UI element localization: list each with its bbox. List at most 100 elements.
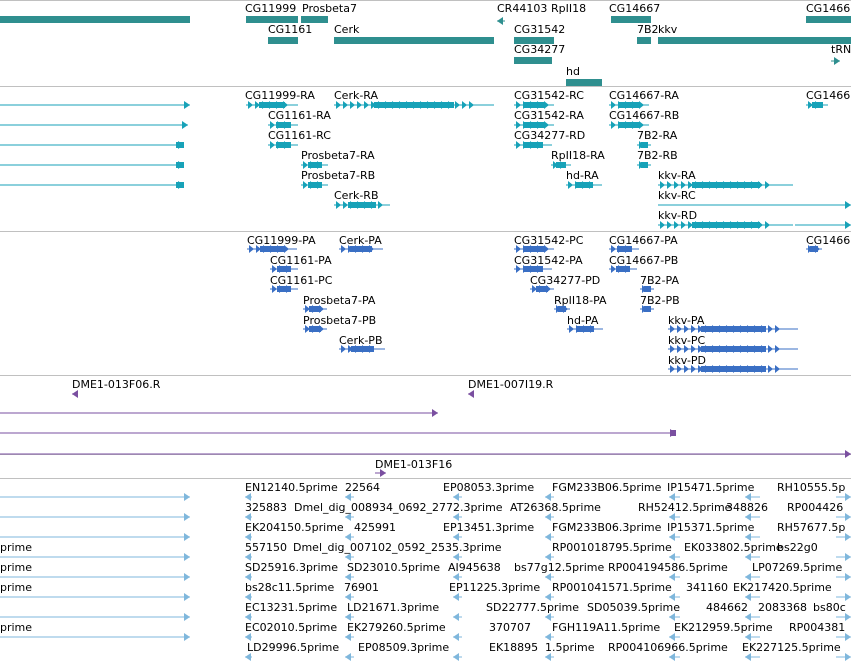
protein-feature[interactable] [530, 284, 556, 294]
ests-feature-label[interactable]: LD21671.3prime [347, 601, 440, 614]
est-feature[interactable] [835, 612, 851, 622]
clone-feature[interactable] [0, 449, 851, 459]
genes-feature-label[interactable]: Cerk [334, 23, 360, 36]
gene-feature[interactable] [301, 16, 328, 23]
genes-feature-label[interactable]: kkv [658, 23, 678, 36]
protein-feature[interactable] [303, 324, 329, 334]
transcripts-feature-label[interactable]: Cerk-RB [334, 189, 379, 202]
est-feature[interactable] [544, 632, 555, 642]
est-feature[interactable] [0, 492, 191, 502]
ests-feature-label[interactable]: 341160 [686, 581, 728, 594]
ests-feature-label[interactable]: IP15371.5prime [667, 521, 755, 534]
transcript-feature[interactable] [658, 180, 795, 190]
ests-feature-label[interactable]: 370707 [489, 621, 531, 634]
gene-feature[interactable] [830, 56, 841, 66]
transcripts-feature-label[interactable]: CG14667-RA [609, 89, 679, 102]
ests-feature-label[interactable]: RH52412.5prime [638, 501, 732, 514]
ests-feature-label[interactable]: EK033802.5prime [684, 541, 783, 554]
est-feature[interactable] [452, 492, 463, 502]
transcript-feature[interactable] [637, 160, 653, 170]
ests-feature-label[interactable]: EP13451.3prime [443, 521, 535, 534]
est-feature[interactable] [744, 632, 761, 642]
genes-feature-label[interactable]: tRN [831, 43, 851, 56]
est-feature[interactable] [344, 652, 355, 662]
est-feature[interactable] [344, 512, 355, 522]
est-feature[interactable] [544, 572, 555, 582]
est-feature[interactable] [344, 492, 355, 502]
genes-feature-label[interactable]: CG11999 [245, 2, 297, 15]
est-feature[interactable] [452, 652, 463, 662]
transcript-feature[interactable] [268, 120, 300, 130]
ests-feature-label[interactable]: EP11225.3prime [449, 581, 541, 594]
transcripts-feature-label[interactable]: kkv-RC [658, 189, 696, 202]
transcripts-feature-label[interactable]: CG11999-RA [245, 89, 315, 102]
est-feature[interactable] [668, 652, 681, 662]
transcripts-feature-label[interactable]: RpII18-RA [551, 149, 605, 162]
transcript-feature[interactable] [0, 180, 185, 190]
ests-feature-label[interactable]: SD22777.5prime [486, 601, 579, 614]
ests-feature-label[interactable]: EN12140.5prime [245, 481, 338, 494]
transcripts-feature-label[interactable]: 7B2-RB [637, 149, 678, 162]
transcript-feature[interactable] [301, 180, 330, 190]
ests-feature-label[interactable]: LD29996.5prime [247, 641, 340, 654]
est-feature[interactable] [668, 492, 681, 502]
transcripts-feature-label[interactable]: kkv-RD [658, 209, 698, 222]
genes-feature-label[interactable]: CG34277 [514, 43, 566, 56]
transcript-feature[interactable] [268, 140, 300, 150]
ests-feature-label[interactable]: 2083368 [758, 601, 807, 614]
gene-feature[interactable] [246, 16, 298, 23]
est-feature[interactable] [244, 652, 253, 662]
proteins-feature-label[interactable]: CG1466 [806, 234, 851, 247]
ests-feature-label[interactable]: Dmel_dig_008934_0692_2772.3prime [294, 501, 503, 514]
transcript-feature[interactable] [806, 100, 830, 110]
protein-feature[interactable] [270, 284, 300, 294]
gene-feature[interactable] [806, 16, 851, 23]
ests-feature-label[interactable]: bs22g0 [777, 541, 818, 554]
est-feature[interactable] [544, 612, 555, 622]
est-feature[interactable] [344, 632, 355, 642]
proteins-feature-label[interactable]: CG14667-PA [609, 234, 678, 247]
ests-feature-label[interactable]: EK212959.5prime [674, 621, 773, 634]
ests-feature-label[interactable]: 484662 [706, 601, 748, 614]
transcript-feature[interactable] [514, 140, 554, 150]
ests-feature-label[interactable]: 76901 [344, 581, 379, 594]
transcripts-feature-label[interactable]: kkv-RA [658, 169, 696, 182]
protein-feature[interactable] [567, 324, 605, 334]
est-feature[interactable] [668, 572, 681, 582]
transcripts-feature-label[interactable]: CG1466 [806, 89, 851, 102]
proteins-feature-label[interactable]: CG1161-PA [270, 254, 332, 267]
genes-feature-label[interactable]: RpII18 [551, 2, 587, 15]
ests-feature-label[interactable]: 22564 [345, 481, 380, 494]
genes-feature-label[interactable]: hd [566, 65, 580, 78]
proteins-feature-label[interactable]: 7B2-PB [640, 294, 680, 307]
est-feature[interactable] [244, 512, 253, 522]
ests-feature-label[interactable]: RP004106966.5prime [608, 641, 728, 654]
protein-feature[interactable] [303, 304, 329, 314]
est-feature[interactable] [344, 592, 355, 602]
transcripts-feature-label[interactable]: CG31542-RC [514, 89, 584, 102]
proteins-feature-label[interactable]: kkv-PC [668, 334, 706, 347]
ests-feature-label[interactable]: bs28c11.5prime [245, 581, 335, 594]
transcripts-feature-label[interactable]: Prosbeta7-RA [301, 149, 375, 162]
est-feature[interactable] [0, 612, 191, 622]
est-feature[interactable] [0, 552, 191, 562]
est-feature[interactable] [344, 532, 355, 542]
gene-feature[interactable] [514, 37, 554, 44]
transcript-feature[interactable] [551, 160, 573, 170]
clone-feature[interactable] [71, 389, 78, 399]
est-feature[interactable] [544, 532, 555, 542]
est-feature[interactable] [452, 632, 463, 642]
ests-feature-label[interactable]: RH57677.5p [777, 521, 846, 534]
est-feature[interactable] [744, 532, 761, 542]
ests-feature-label[interactable]: prime [0, 561, 33, 574]
transcript-feature[interactable] [794, 220, 851, 230]
protein-feature[interactable] [806, 244, 824, 254]
est-feature[interactable] [668, 612, 681, 622]
ests-feature-label[interactable]: prime [0, 541, 33, 554]
est-feature[interactable] [668, 532, 681, 542]
transcripts-feature-label[interactable]: CG1161-RA [268, 109, 331, 122]
transcripts-feature-label[interactable]: CG1161-RC [268, 129, 331, 142]
gene-feature[interactable] [658, 37, 851, 44]
gene-feature[interactable] [514, 57, 552, 64]
ests-feature-label[interactable]: RP001041571.5prime [552, 581, 672, 594]
